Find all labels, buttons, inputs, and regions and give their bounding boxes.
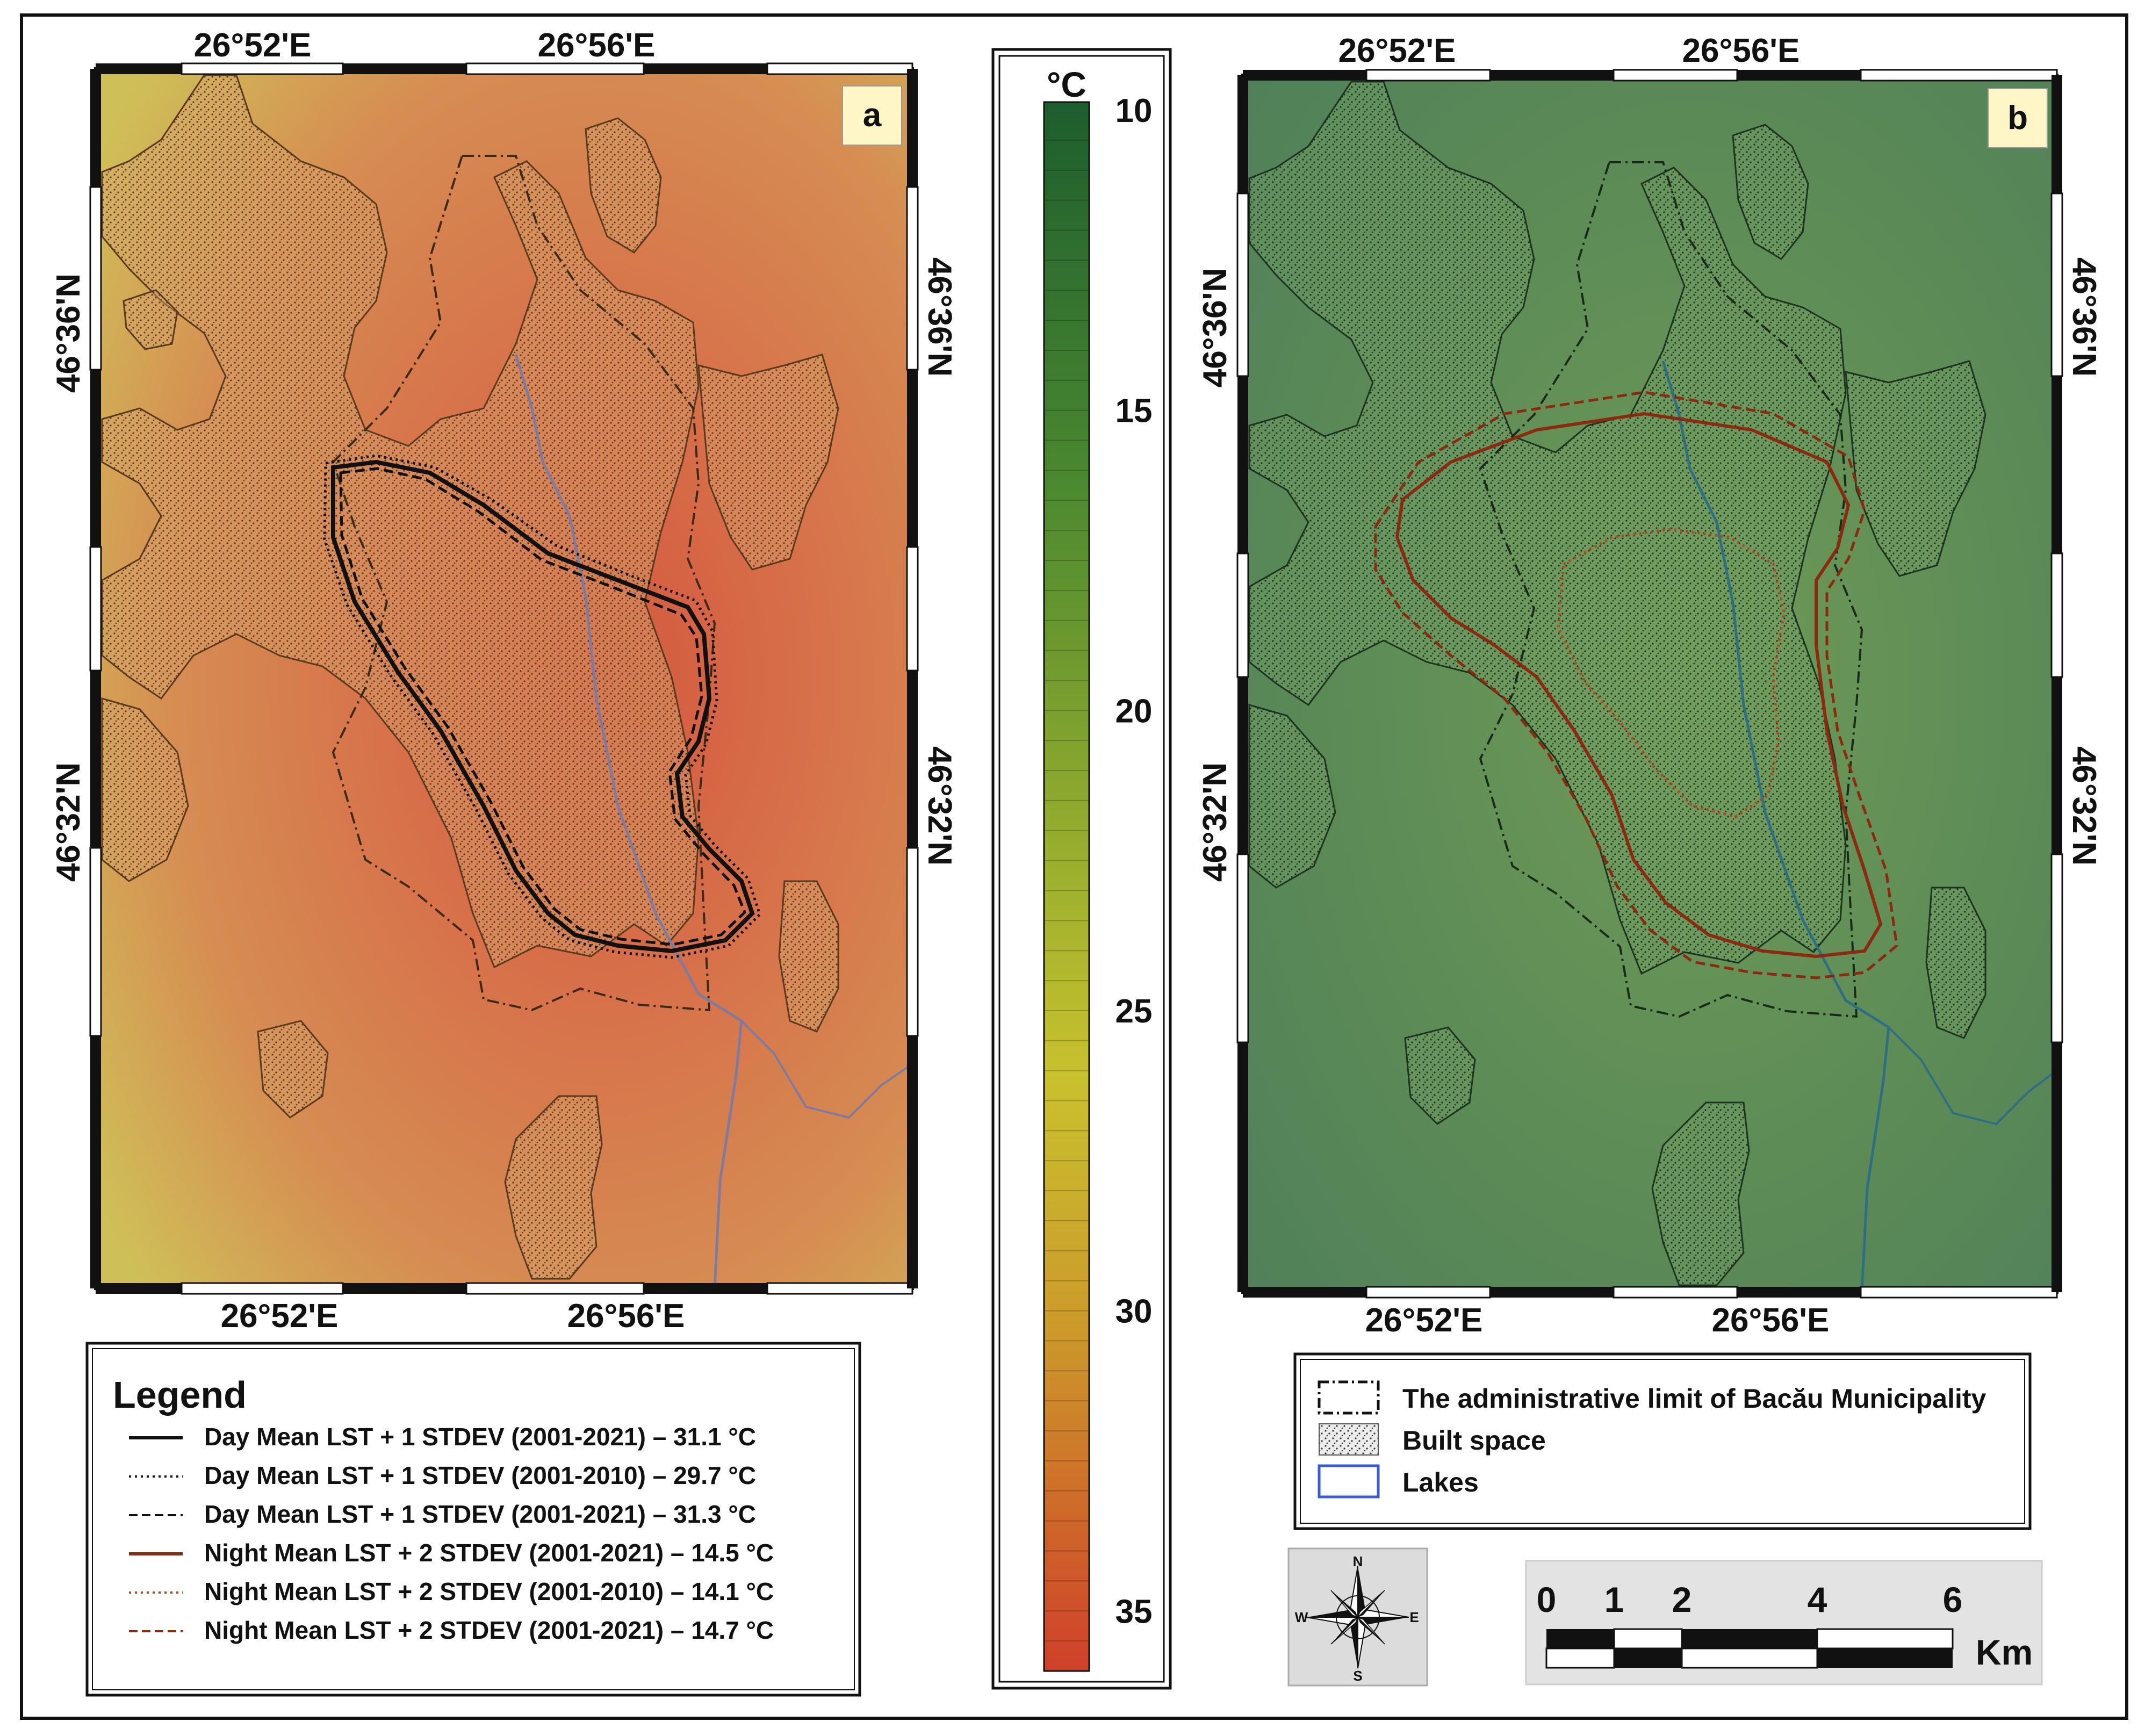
legend-a-item-label: Day Mean LST + 1 STDEV (2001-2010) – 29.… [204, 1461, 756, 1489]
scale-unit: Km [1976, 1632, 2033, 1672]
river-a [514, 354, 743, 1288]
panel-b-right-lat-2: 46°32'N [2065, 746, 2103, 866]
north-arrow: N S E W [1287, 1547, 1428, 1687]
panel-a-right-lat-2: 46°32'N [921, 746, 958, 866]
scale-label-0: 0 [1537, 1580, 1557, 1619]
legend-b-admin-label: The administrative limit of Bacău Munici… [1402, 1384, 1986, 1414]
night-contour-dashed-b [1374, 391, 1898, 979]
day-contour-dotted-a [323, 454, 761, 959]
built-space-b-sw [1404, 1026, 1476, 1125]
built-space-a-w [101, 697, 189, 882]
legend-a-title: Legend [113, 1374, 247, 1416]
map-panel-b: b 26°52'E 26°56'E 26°52'E 26°56'E 46°36'… [1197, 32, 2103, 1339]
day-contour-solid-a [331, 459, 755, 954]
colorbar-tick-label: 25 [1115, 993, 1153, 1030]
panel-b-graticule [1236, 69, 2063, 1299]
legend-a-item-label: Day Mean LST + 1 STDEV (2001-2021) – 31.… [204, 1423, 756, 1451]
panel-b-top-lon-2: 26°56'E [1682, 32, 1800, 69]
map-panel-a: a 26°52'E 26°56'E 26°52'E 26°56'E 46°36'… [50, 27, 958, 1335]
legend-a: Legend Day Mean LST + 1 STDEV (2001-2021… [85, 1342, 861, 1697]
colorbar-ramp [1043, 101, 1090, 1672]
legend-a-item-label: Night Mean LST + 2 STDEV (2001-2010) – 1… [204, 1577, 774, 1605]
panel-b-tag: b [2007, 99, 2028, 136]
panel-b-right-lat-1: 46°36'N [2065, 257, 2103, 377]
panel-b-bottom-lon-2: 26°56'E [1712, 1302, 1830, 1339]
panel-b-top-lon-1: 26°52'E [1338, 32, 1456, 69]
legend-b-lakes-label: Lakes [1402, 1467, 1479, 1497]
built-space-a-east [697, 354, 839, 571]
panel-b-tag-box [1988, 88, 2048, 148]
panel-b-left-lat-2: 46°32'N [1197, 762, 1234, 882]
compass-rose-icon [1306, 1566, 1409, 1669]
built-space-a-sw [257, 1020, 329, 1119]
legend-a-item-label: Night Mean LST + 2 STDEV (2001-2021) – 1… [204, 1616, 774, 1644]
legend-a-items: Day Mean LST + 1 STDEV (2001-2021) – 31.… [129, 1423, 774, 1644]
compass-e: E [1409, 1609, 1419, 1625]
legend-b-built-symbol [1319, 1423, 1379, 1456]
legend-b-lakes-symbol [1318, 1464, 1380, 1499]
scale-label-1: 1 [1604, 1580, 1624, 1619]
legend-b-admin-symbol [1318, 1380, 1380, 1415]
colorbar-ticks: 10 15 20 25 30 35 [1115, 92, 1153, 1630]
scale-label-2: 2 [1672, 1580, 1692, 1619]
legend-b: The administrative limit of Bacău Munici… [1293, 1352, 2032, 1530]
built-space-b-east [1845, 360, 1986, 577]
river-b [1661, 361, 1890, 1292]
admin-limit-a [332, 155, 716, 1012]
day-contour-dashed-a [339, 467, 746, 946]
colorbar-gridlines [1045, 139, 1088, 1642]
colorbar-frame-inner [998, 55, 1165, 1683]
river-a-branch [740, 1020, 912, 1119]
colorbar-tick-label: 35 [1115, 1593, 1153, 1630]
colorbar-tick-label: 15 [1115, 393, 1153, 430]
built-space-b-w [1248, 704, 1336, 889]
compass-w: W [1295, 1609, 1308, 1625]
colorbar-tick-label: 20 [1115, 693, 1153, 730]
legend-a-item-label: Night Mean LST + 2 STDEV (2001-2021) – 1… [204, 1539, 774, 1567]
colorbar-tick-label: 10 [1115, 92, 1153, 129]
scale-bar: 0 1 2 4 6 Km [1525, 1560, 2043, 1685]
night-contour-dotted-b [1557, 528, 1786, 818]
built-space-b-ne [1732, 124, 1809, 260]
panel-b-bottom-lon-1: 26°52'E [1365, 1302, 1483, 1339]
legend-b-built-label: Built space [1402, 1425, 1546, 1456]
panel-a-graticule [89, 62, 919, 1295]
built-space-a-nw [123, 289, 178, 350]
night-contour-solid-b [1395, 412, 1883, 959]
scale-label-6: 6 [1943, 1580, 1963, 1619]
river-b-branch [1888, 1026, 2057, 1126]
panel-a-bottom-lon-2: 26°56'E [567, 1298, 685, 1335]
compass-s: S [1353, 1668, 1362, 1684]
colorbar-tick-label: 30 [1115, 1293, 1153, 1330]
panel-a-left-lat-2: 46°32'N [50, 762, 87, 882]
legend-a-item-label: Day Mean LST + 1 STDEV (2001-2021) – 31.… [204, 1500, 756, 1528]
panel-a-right-lat-1: 46°36'N [921, 257, 958, 377]
colorbar: °C 10 15 20 25 30 35 [991, 48, 1172, 1690]
scale-bar-segments [1545, 1628, 1954, 1669]
panel-a-tag: a [863, 97, 882, 134]
panel-a-bottom-lon-1: 26°52'E [221, 1298, 339, 1335]
built-space-b [1248, 81, 1847, 975]
panel-a-tag-box [842, 85, 902, 146]
scale-label-4: 4 [1808, 1580, 1827, 1619]
built-space-a [101, 74, 700, 969]
built-space-a-se [778, 880, 839, 1033]
admin-limit-b [1479, 161, 1863, 1018]
colorbar-unit: °C [1047, 64, 1086, 104]
built-space-a-s [504, 1095, 603, 1280]
built-space-b-s [1651, 1101, 1750, 1286]
built-space-b-se [1925, 887, 1986, 1039]
compass-n: N [1353, 1553, 1363, 1569]
panel-b-left-lat-1: 46°36'N [1197, 268, 1234, 387]
panel-a-top-lon-2: 26°56'E [538, 27, 656, 64]
panel-a-top-lon-1: 26°52'E [194, 27, 312, 64]
panel-a-left-lat-1: 46°36'N [50, 273, 87, 393]
built-space-a-ne [585, 117, 662, 254]
